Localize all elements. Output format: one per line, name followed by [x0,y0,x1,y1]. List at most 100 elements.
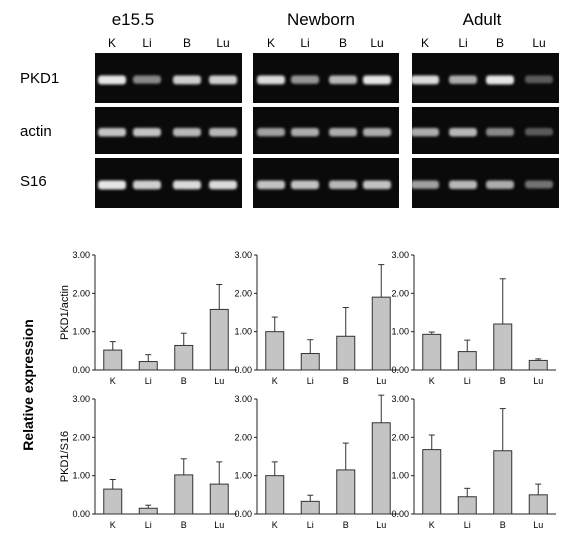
gene-label-s16: S16 [20,173,47,190]
gel-band [291,127,319,137]
x-tick-label: K [110,376,116,386]
y-tick-label: 1.00 [72,471,90,481]
y-tick-label: 2.00 [72,432,90,442]
bar [300,500,320,515]
y-tick-label: 1.00 [234,327,252,337]
x-tick-label: K [272,520,278,530]
x-tick-label: Li [464,520,471,530]
x-tick-label: B [181,376,187,386]
gel-band [209,75,237,85]
x-tick-label: K [429,376,435,386]
y-tick-label: 3.00 [234,394,252,404]
x-tick-label: Li [464,376,471,386]
gel-band [98,180,126,190]
gel-band [449,75,477,84]
gene-label-actin: actin [20,123,52,140]
x-tick-label: Lu [376,376,386,386]
lane-label: Li [142,36,151,50]
gel-band [209,180,237,190]
bar [174,344,194,371]
y-tick-label: 2.00 [391,288,409,298]
gel-band [257,75,285,85]
x-tick-label: B [500,520,506,530]
gel-band [411,75,439,85]
bar [103,349,123,371]
gel-band [329,180,357,189]
x-tick-label: Lu [214,520,224,530]
lane-label: Lu [216,36,229,50]
y-axis-label: PKD1/actin [59,285,71,340]
x-tick-label: Li [307,520,314,530]
bar [371,422,391,515]
gel-band [98,127,126,137]
y-tick-label: 0.00 [234,509,252,519]
gel-band [449,127,477,137]
gel-band [329,75,357,84]
bar-charts: 0.00 1.00 2.00 3.00 PKD1/actin K Li B Lu 0.00 1.00… [59,250,556,530]
bar [103,488,123,515]
bar [138,507,158,515]
lane-label: B [496,36,504,50]
gel-band [133,75,161,84]
lane-label: K [108,36,116,50]
gel-band [486,75,514,85]
bar-chart-panel: 0.00 1.00 2.00 3.00 K Li B Lu [391,394,556,530]
gel-band [98,75,126,85]
y-axis-label: PKD1/S16 [59,431,71,482]
y-tick-label: 2.00 [234,432,252,442]
gel-band [209,127,237,137]
gel-band [411,127,439,137]
y-tick-label: 1.00 [391,327,409,337]
bar [528,494,548,515]
bar [336,469,356,515]
bar-chart-panel: 0.00 1.00 2.00 3.00 PKD1/actin K Li B Lu [59,250,237,386]
condition-header-newborn: Newborn [287,10,355,29]
bar [265,331,285,371]
bar [336,335,356,371]
x-tick-label: K [272,376,278,386]
gel-band [486,180,514,189]
bar [493,323,513,371]
bar [209,308,229,371]
gel-band [363,75,391,85]
gel-band [486,127,514,137]
y-tick-label: 3.00 [72,250,90,260]
bar-chart-panel: 0.00 1.00 2.00 3.00 PKD1/S16 K Li B Lu [59,394,237,530]
gel-band [363,180,391,190]
lane-label: Lu [370,36,383,50]
bar-chart-panel: 0.00 1.00 2.00 3.00 K Li B Lu [234,394,399,530]
gene-label-pkd1: PKD1 [20,70,59,87]
gel-band [173,127,201,137]
lane-label: B [183,36,191,50]
y-tick-label: 1.00 [234,471,252,481]
y-axis-common-label: Relative expression [20,319,36,451]
gel-band [133,180,161,190]
bar [528,359,548,371]
x-tick-label: K [110,520,116,530]
gel-band [449,180,477,189]
x-tick-label: K [429,520,435,530]
y-tick-label: 3.00 [72,394,90,404]
x-tick-label: Li [145,520,152,530]
x-tick-label: B [343,520,349,530]
bar [457,496,477,515]
bar [371,296,391,371]
lane-label: Li [300,36,309,50]
y-tick-label: 0.00 [72,365,90,375]
gel-band [257,127,285,137]
gel-band [291,75,319,84]
gel-band [329,127,357,137]
lane-label: K [421,36,429,50]
bar [138,361,158,371]
gel-band [173,180,201,190]
y-tick-label: 0.00 [234,365,252,375]
bar [457,351,477,371]
gel-band [257,180,285,190]
x-tick-label: Li [307,376,314,386]
condition-header-adult: Adult [463,10,502,29]
bar [300,353,320,371]
bar [209,483,229,515]
y-tick-label: 2.00 [391,432,409,442]
lane-label: Lu [532,36,545,50]
